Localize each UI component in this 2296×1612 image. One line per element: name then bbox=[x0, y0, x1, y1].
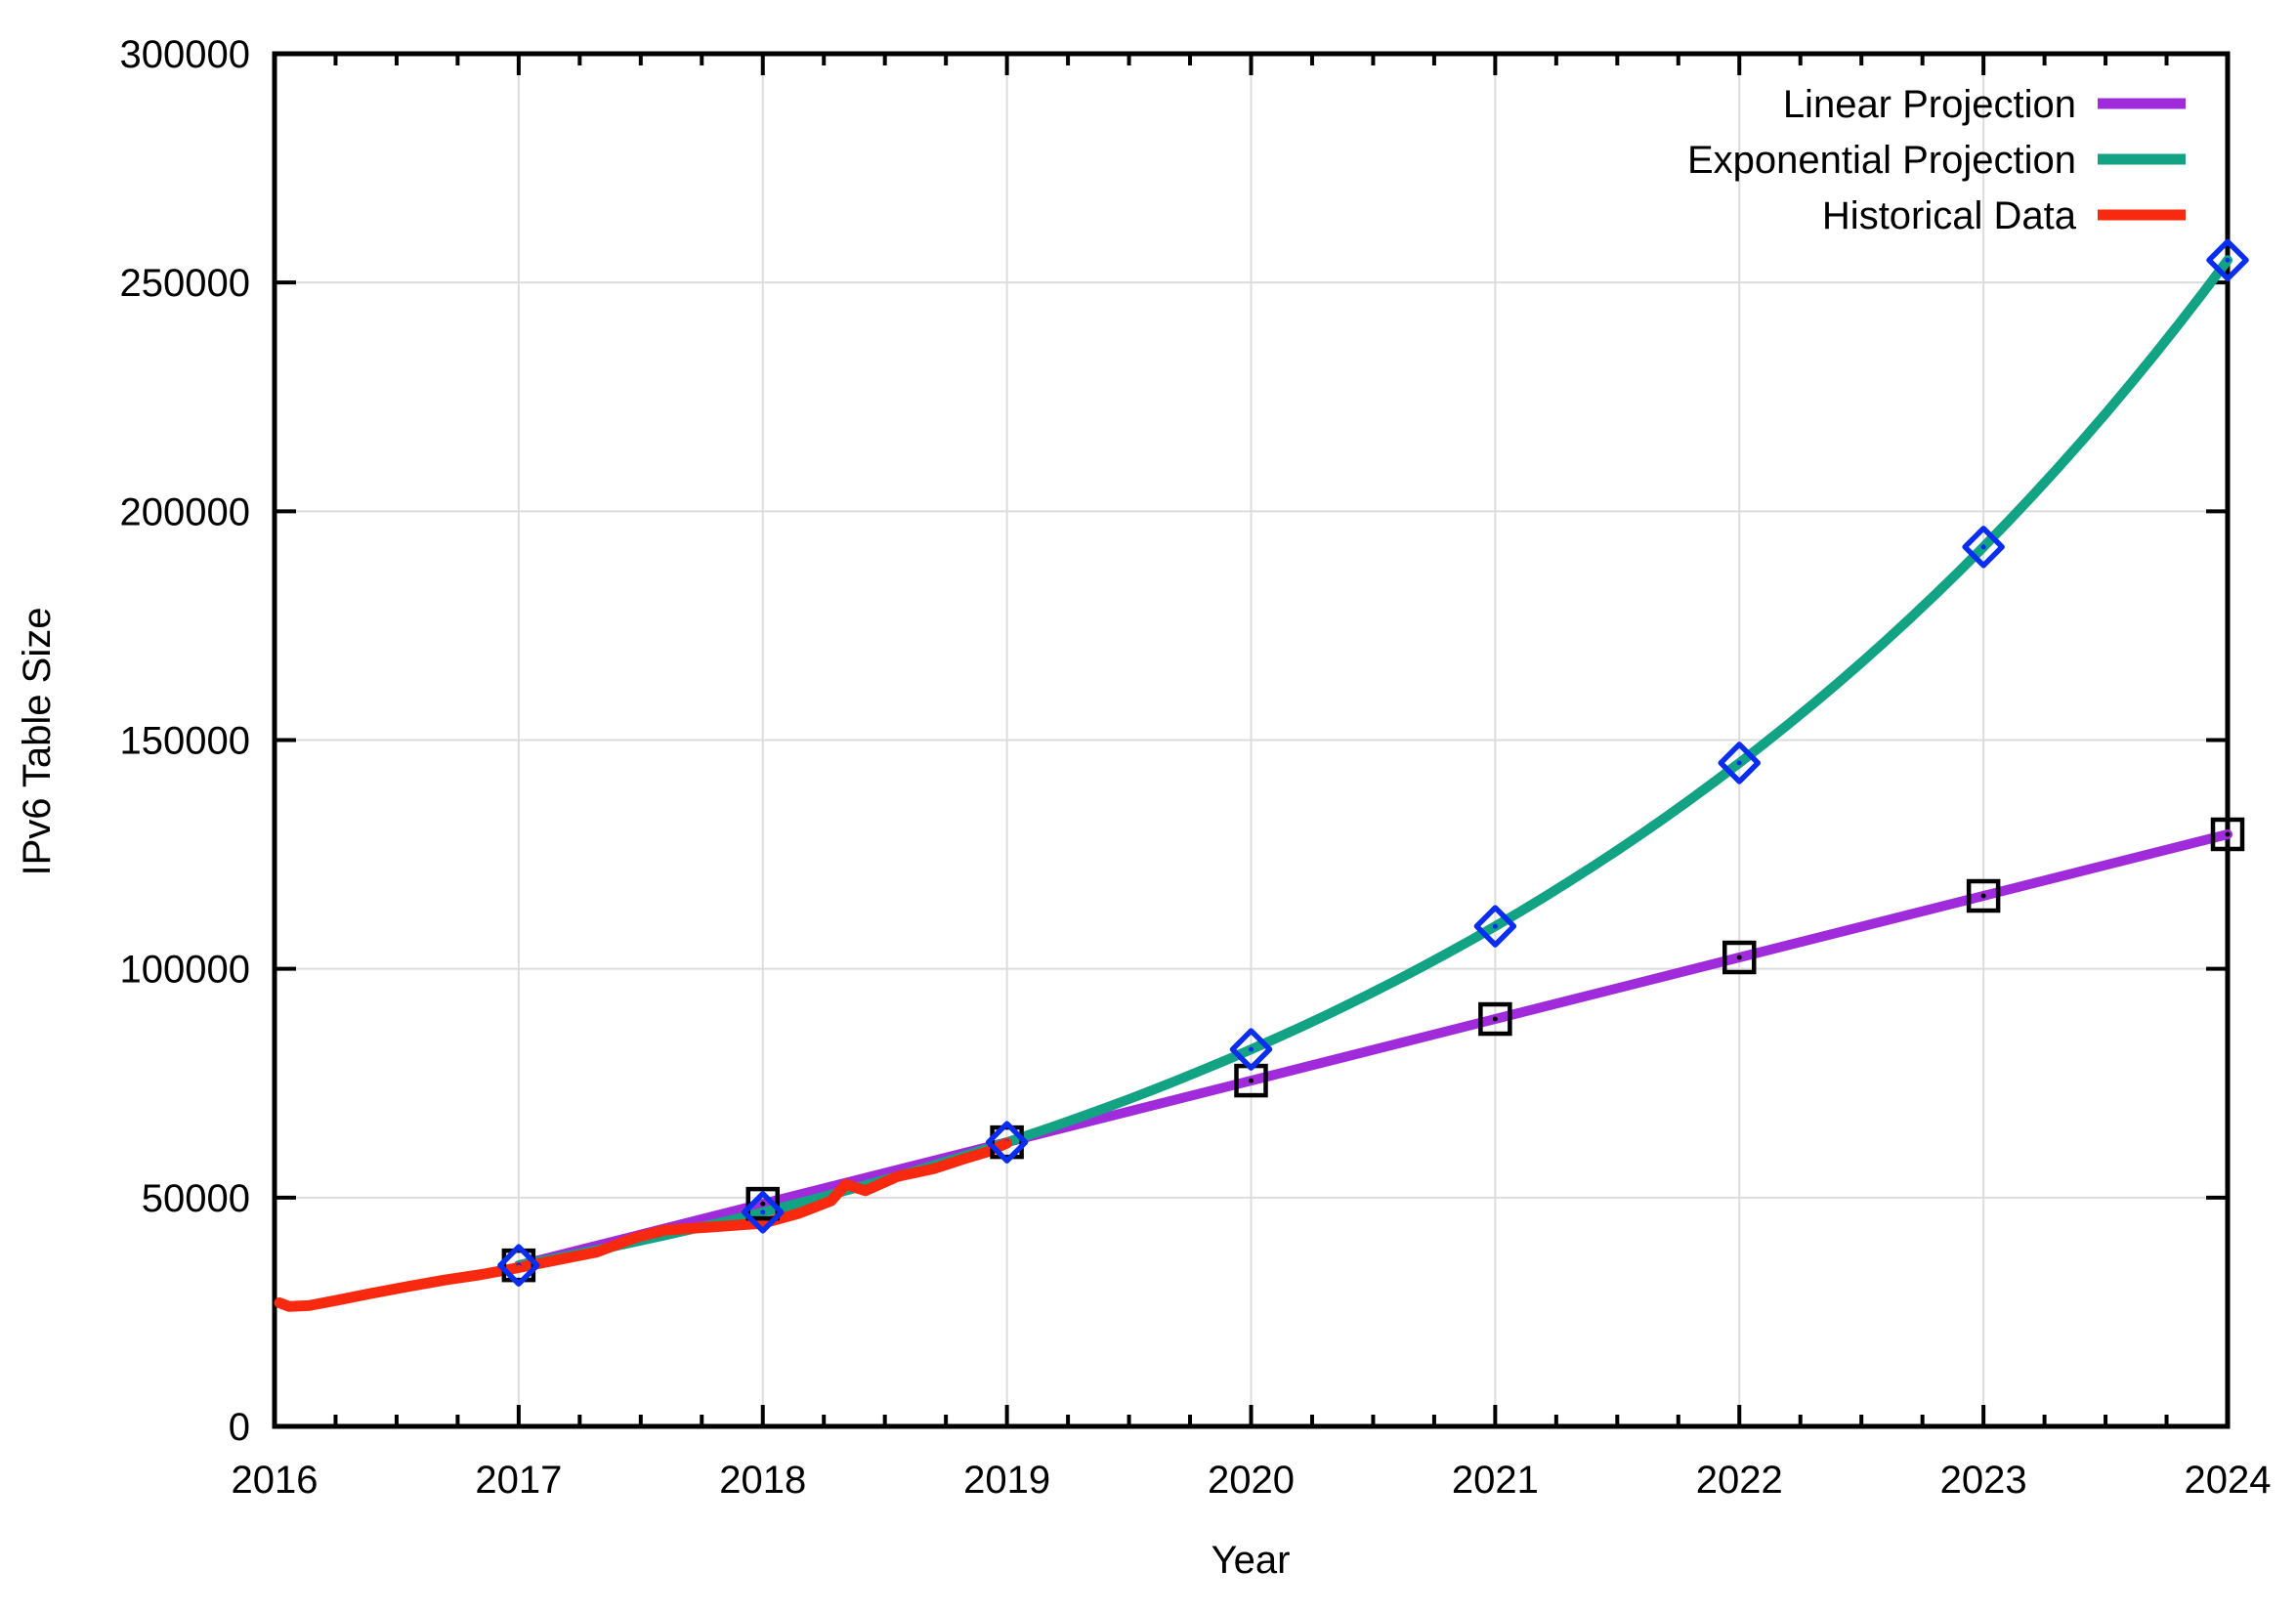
marker-center-dot bbox=[1980, 893, 1986, 899]
y-tick-label: 300000 bbox=[120, 33, 250, 76]
marker-square bbox=[1478, 1001, 1512, 1037]
x-tick-label: 2022 bbox=[1696, 1459, 1783, 1502]
series-line-linear bbox=[513, 829, 2232, 1271]
marker-square bbox=[2210, 817, 2245, 852]
legend-swatch bbox=[2098, 153, 2186, 165]
legend-swatch bbox=[2098, 209, 2186, 221]
y-axis-title: IPv6 Table Size bbox=[16, 607, 59, 876]
x-axis-title: Year bbox=[1211, 1539, 1291, 1582]
marker-center-dot bbox=[1249, 1078, 1254, 1083]
y-tick-label: 200000 bbox=[120, 490, 250, 533]
x-tick-label: 2021 bbox=[1452, 1459, 1539, 1502]
x-tick-label: 2019 bbox=[963, 1459, 1050, 1502]
x-tick-label: 2016 bbox=[232, 1459, 319, 1502]
legend-item: Linear Projection bbox=[1783, 83, 2186, 126]
marker-diamond bbox=[497, 1244, 540, 1287]
legend-label: Exponential Projection bbox=[1687, 139, 2076, 182]
marker-center-dot bbox=[2225, 257, 2231, 263]
historical-endpoint-dot bbox=[515, 1264, 522, 1271]
y-tick-label: 150000 bbox=[120, 720, 250, 763]
y-tick-label: 250000 bbox=[120, 262, 250, 305]
x-tick-label: 2023 bbox=[1940, 1459, 2027, 1502]
marker-square bbox=[1966, 878, 2001, 913]
marker-diamond bbox=[1473, 905, 1517, 948]
marker-center-dot bbox=[760, 1201, 766, 1207]
marker-square bbox=[990, 1124, 1024, 1160]
marker-square bbox=[1722, 940, 1757, 975]
marker-diamond bbox=[1229, 1028, 1273, 1071]
marker-diamond bbox=[985, 1121, 1029, 1164]
marker-diamond bbox=[1962, 526, 2005, 569]
series-line-historical bbox=[274, 1137, 1013, 1312]
x-tick-label: 2017 bbox=[475, 1459, 562, 1502]
y-tick-label: 0 bbox=[229, 1406, 250, 1449]
x-tick-label: 2024 bbox=[2185, 1459, 2272, 1502]
series-line-exponential bbox=[513, 255, 2232, 1271]
marker-square bbox=[745, 1186, 780, 1221]
marker-center-dot bbox=[1492, 923, 1498, 929]
x-tick-label: 2018 bbox=[719, 1459, 806, 1502]
legend: Linear Projection Exponential Projection H… bbox=[1687, 83, 2186, 237]
marker-center-dot bbox=[1736, 954, 1742, 960]
marker-center-dot bbox=[2225, 831, 2231, 837]
marker-center-dot bbox=[1249, 1046, 1254, 1052]
y-tick-label: 50000 bbox=[142, 1177, 250, 1220]
historical-endpoint-dot bbox=[1003, 1140, 1010, 1147]
marker-center-dot bbox=[760, 1209, 766, 1215]
marker-center-dot bbox=[1980, 544, 1986, 550]
marker-center-dot bbox=[1492, 1016, 1498, 1022]
marker-square bbox=[501, 1248, 536, 1283]
y-tick-label: 100000 bbox=[120, 949, 250, 992]
legend-item: Exponential Projection bbox=[1687, 139, 2186, 182]
legend-item: Historical Data bbox=[1822, 194, 2186, 237]
marker-diamond bbox=[2206, 238, 2249, 281]
marker-center-dot bbox=[1736, 760, 1742, 766]
marker-diamond bbox=[1718, 742, 1761, 785]
x-tick-label: 2020 bbox=[1208, 1459, 1295, 1502]
legend-swatch bbox=[2098, 98, 2186, 109]
marker-diamond bbox=[742, 1191, 785, 1234]
legend-label: Historical Data bbox=[1822, 194, 2077, 237]
legend-label: Linear Projection bbox=[1783, 83, 2076, 126]
